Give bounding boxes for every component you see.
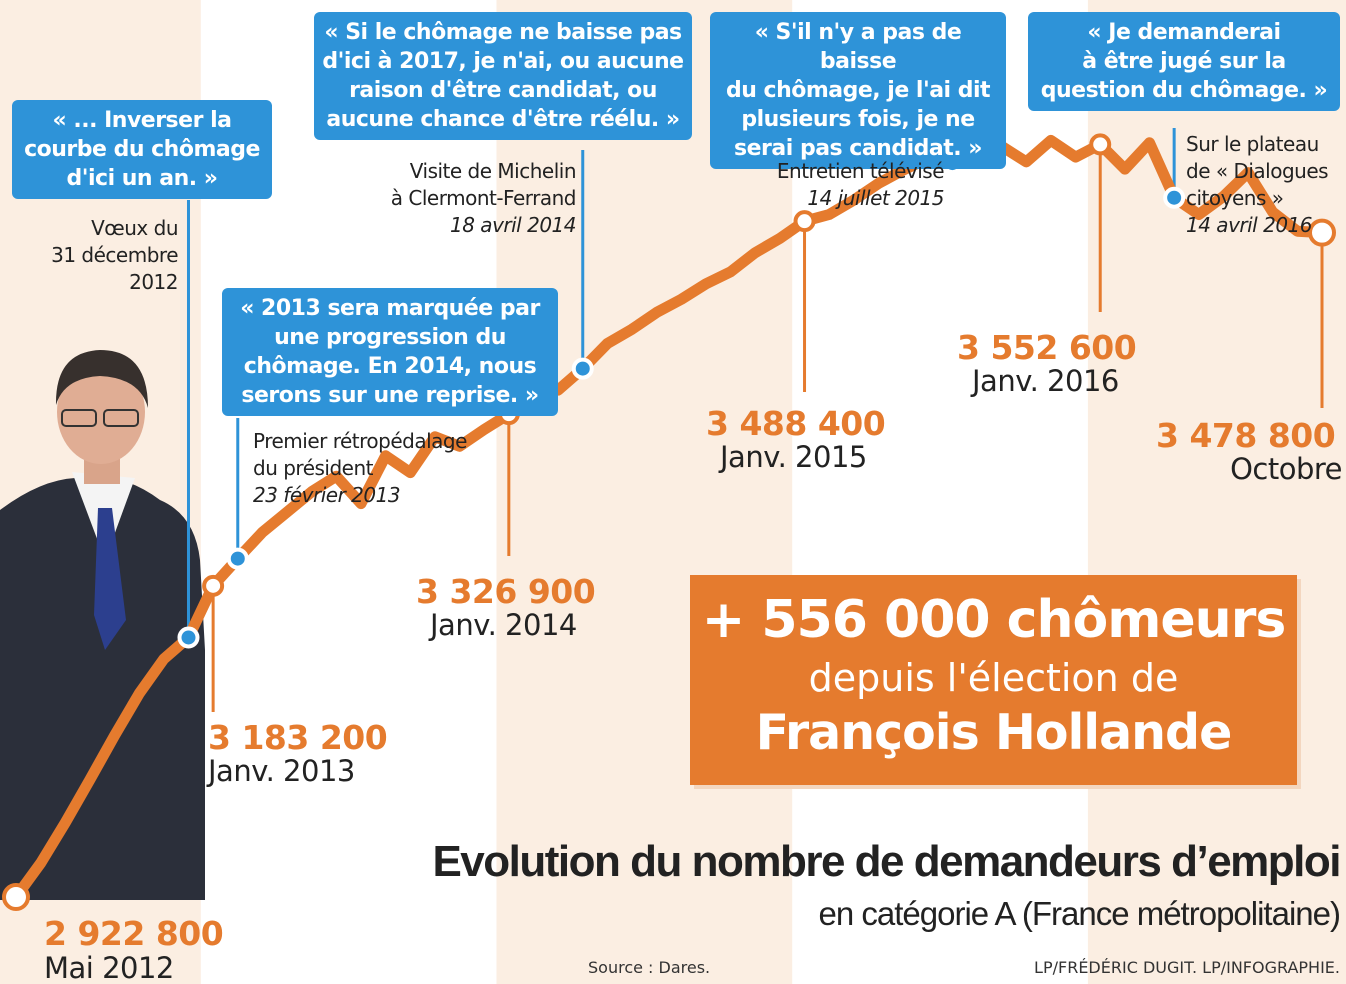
- caption-context: Premier rétropédalage du président: [253, 429, 467, 480]
- value-marker-1: [202, 574, 225, 597]
- value-marker-4: [1089, 133, 1112, 156]
- summary-box: + 556 000 chômeurs depuis l'élection de …: [690, 575, 1297, 785]
- period-label-0: Mai 2012: [44, 951, 174, 984]
- caption-context: Vœux du 31 décembre: [51, 216, 178, 267]
- value-marker-0: [2, 883, 30, 912]
- caption-date: 2012: [129, 270, 178, 294]
- event-marker-1: [226, 547, 249, 570]
- chart-title: Evolution du nombre de demandeurs d’empl…: [432, 837, 1341, 886]
- event-marker-2: [571, 357, 594, 380]
- value-label-3: 3 488 400: [706, 404, 886, 443]
- quote-box-1: « 2013 sera marquée par une progression …: [222, 288, 558, 416]
- value-label-4: 3 552 600: [957, 328, 1137, 367]
- value-label-0: 2 922 800: [44, 914, 224, 953]
- value-label-2: 3 326 900: [416, 572, 596, 611]
- caption-context: Visite de Michelin à Clermont-Ferrand: [390, 159, 577, 210]
- period-label-1: Janv. 2013: [208, 754, 355, 788]
- caption-date: 14 juillet 2015: [807, 186, 944, 210]
- summary-count: + 556 000 chômeurs: [701, 590, 1287, 650]
- quote-caption-3: Entretien télévisé 14 juillet 2015: [710, 158, 945, 212]
- caption-context: Entretien télévisé: [776, 159, 945, 183]
- value-marker-5: [1308, 218, 1336, 247]
- quote-caption-4: Sur le plateau de « Dialogues citoyens »…: [1186, 131, 1346, 239]
- period-label-5: Octobre: [1230, 452, 1342, 486]
- credit-note: LP/FRÉDÉRIC DUGIT. LP/INFOGRAPHIE.: [1034, 958, 1340, 977]
- value-label-1: 3 183 200: [208, 718, 388, 757]
- period-label-2: Janv. 2014: [430, 608, 577, 642]
- summary-subtitle: depuis l'élection de: [808, 656, 1179, 700]
- period-label-4: Janv. 2016: [972, 364, 1119, 398]
- quote-box-2: « Si le chômage ne baisse pas d'ici à 20…: [314, 12, 692, 140]
- quote-caption-1: Premier rétropédalage du président 23 fév…: [253, 428, 583, 509]
- quote-box-4: « Je demanderai à être jugé sur la quest…: [1028, 12, 1340, 111]
- value-marker-3: [793, 210, 816, 233]
- event-marker-0: [177, 626, 200, 649]
- caption-date: 14 avril 2016: [1186, 213, 1313, 237]
- caption-date: 18 avril 2014: [450, 213, 577, 237]
- event-marker-4: [1163, 186, 1186, 209]
- quote-box-0: « ... Inverser la courbe du chômage d'ic…: [12, 100, 272, 199]
- summary-name: François Hollande: [755, 704, 1233, 761]
- president-photo: [0, 350, 205, 900]
- period-label-3: Janv. 2015: [720, 440, 867, 474]
- quote-box-3: « S'il n'y a pas de baisse du chômage, j…: [710, 12, 1006, 169]
- quote-caption-2: Visite de Michelin à Clermont-Ferrand 18 …: [326, 158, 577, 239]
- leader-lines: [186, 128, 1324, 712]
- caption-context: Sur le plateau de « Dialogues citoyens »: [1186, 132, 1329, 210]
- quote-caption-0: Vœux du 31 décembre 2012: [0, 215, 178, 296]
- value-label-5: 3 478 800: [1156, 416, 1336, 455]
- chart-subtitle: en catégorie A (France métropolitaine): [818, 895, 1341, 932]
- source-note: Source : Dares.: [588, 958, 711, 977]
- caption-date: 23 février 2013: [253, 483, 401, 507]
